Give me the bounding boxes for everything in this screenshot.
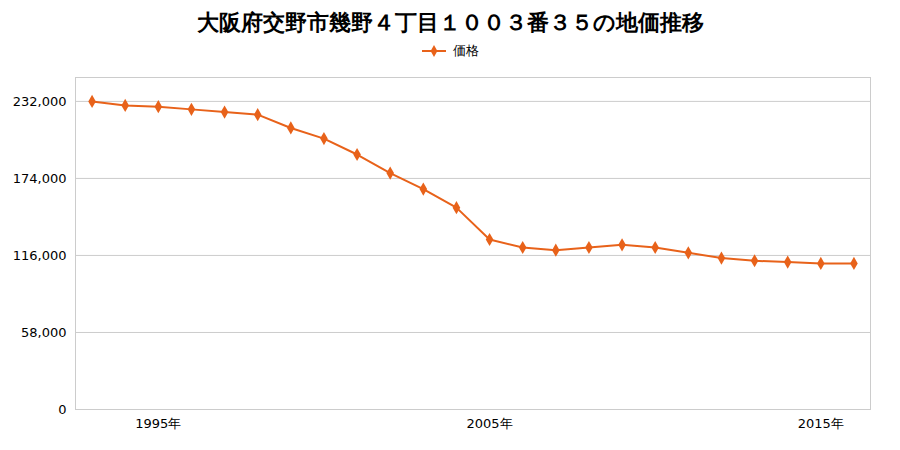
svg-text:232,000: 232,000 — [13, 94, 67, 109]
svg-text:116,000: 116,000 — [13, 248, 67, 263]
html-text:価格: 価格 — [453, 43, 479, 58]
html-text:大阪府交野市幾野４丁目１００３番３５の地価推移: 大阪府交野市幾野４丁目１００３番３５の地価推移 — [196, 10, 704, 35]
svg-text:174,000: 174,000 — [13, 171, 67, 186]
svg-text:58,000: 58,000 — [21, 325, 67, 340]
svg-text:2005年: 2005年 — [467, 416, 513, 431]
svg-text:2015年: 2015年 — [798, 416, 844, 431]
svg-text:0: 0 — [58, 402, 66, 417]
svg-text:1995年: 1995年 — [135, 416, 181, 431]
